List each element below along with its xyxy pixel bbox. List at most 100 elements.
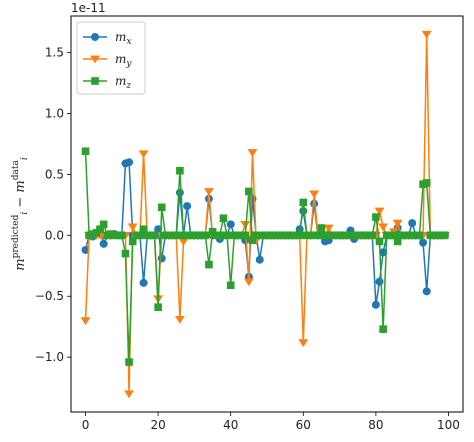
data-point bbox=[421, 30, 432, 39]
data-point bbox=[121, 249, 130, 258]
data-point bbox=[379, 325, 387, 333]
y-axis-label-sup1: predicted bbox=[11, 214, 21, 258]
legend-label-sub: y bbox=[125, 59, 132, 69]
data-point bbox=[150, 231, 159, 240]
data-point bbox=[154, 303, 162, 312]
legend-item: my bbox=[83, 52, 132, 69]
data-point bbox=[323, 224, 334, 233]
y-axis-label-sub2: i bbox=[20, 157, 30, 160]
y-axis-label-minus: − bbox=[13, 193, 28, 212]
legend-label-base: m bbox=[115, 52, 126, 66]
data-point bbox=[299, 198, 308, 207]
legend-box bbox=[76, 21, 146, 95]
data-point bbox=[241, 231, 250, 240]
legend-label-sub: z bbox=[125, 81, 131, 91]
legend-label-base: m bbox=[115, 74, 126, 88]
data-point bbox=[216, 231, 224, 240]
data-point bbox=[372, 213, 380, 221]
y-axis-label-base: m bbox=[13, 258, 28, 270]
legend-swatch-marker bbox=[91, 33, 100, 42]
y-tick-label: 0.0 bbox=[45, 228, 64, 242]
y-tick-label: 0.5 bbox=[45, 167, 64, 181]
data-point bbox=[139, 278, 148, 287]
data-point bbox=[374, 207, 385, 216]
data-point bbox=[375, 237, 384, 246]
legend-label-sub: x bbox=[126, 37, 131, 47]
data-point bbox=[245, 187, 253, 196]
data-point bbox=[118, 231, 126, 240]
data-point bbox=[204, 188, 214, 196]
series-m-z bbox=[81, 147, 449, 366]
data-point bbox=[226, 220, 235, 229]
legend-label: mx bbox=[115, 30, 131, 47]
y-tick-label: −0.5 bbox=[35, 289, 64, 303]
y-axis-label-sup2: data bbox=[11, 160, 21, 181]
data-point bbox=[314, 231, 322, 240]
data-point bbox=[415, 231, 424, 240]
data-point bbox=[419, 238, 428, 247]
legend-swatch-marker bbox=[90, 55, 100, 64]
data-point bbox=[368, 231, 377, 240]
data-point bbox=[138, 150, 149, 159]
x-tick-label: 0 bbox=[82, 418, 90, 432]
y-axis-label-base-2: m bbox=[13, 180, 28, 192]
x-tick-label: 20 bbox=[150, 418, 165, 432]
data-point bbox=[127, 223, 138, 232]
data-point bbox=[174, 316, 185, 324]
data-point bbox=[441, 231, 449, 240]
data-point bbox=[240, 221, 251, 229]
data-point bbox=[392, 219, 403, 228]
data-point bbox=[422, 287, 431, 296]
legend-label: my bbox=[115, 52, 132, 69]
y-scale-offset: 1e-11 bbox=[71, 1, 106, 15]
y-tick-label: 1.5 bbox=[45, 46, 64, 60]
data-point bbox=[255, 255, 264, 264]
data-point bbox=[183, 202, 192, 211]
data-point bbox=[176, 166, 184, 175]
data-point bbox=[80, 317, 91, 326]
y-tick-label: 1.0 bbox=[45, 106, 64, 120]
x-tick-label: 60 bbox=[296, 418, 311, 432]
x-axis: 0 20 40 60 80 100 bbox=[82, 412, 460, 432]
data-point bbox=[309, 190, 320, 199]
data-point bbox=[223, 231, 231, 240]
series-line-m-z bbox=[84, 151, 445, 363]
data-point bbox=[295, 231, 304, 240]
data-point bbox=[298, 339, 309, 348]
x-tick-label: 80 bbox=[368, 418, 383, 432]
legend-item: mz bbox=[83, 74, 131, 91]
data-point bbox=[371, 300, 380, 309]
y-tick-label: −1.0 bbox=[35, 350, 64, 364]
data-point bbox=[378, 223, 389, 232]
y-axis-label: mpredictedi − mdatai bbox=[11, 157, 30, 271]
data-point bbox=[124, 390, 134, 399]
data-point bbox=[375, 277, 384, 286]
data-point bbox=[125, 158, 134, 167]
data-point bbox=[99, 239, 108, 248]
data-point bbox=[243, 278, 254, 287]
x-tick-label: 40 bbox=[223, 418, 238, 432]
data-point bbox=[201, 231, 210, 240]
data-point bbox=[219, 214, 228, 223]
legend-label-base: m bbox=[115, 30, 126, 44]
data-point bbox=[178, 238, 189, 246]
data-point bbox=[205, 260, 213, 269]
plot-area bbox=[80, 30, 450, 399]
data-point bbox=[99, 220, 108, 229]
data-point bbox=[125, 358, 133, 366]
data-point bbox=[81, 147, 90, 156]
legend-item: mx bbox=[83, 30, 131, 47]
legend-label: mz bbox=[115, 74, 131, 91]
x-tick-label: 100 bbox=[437, 418, 460, 432]
data-point bbox=[247, 149, 258, 158]
legend-swatch-marker bbox=[91, 77, 99, 85]
data-point bbox=[157, 203, 166, 212]
y-axis-label-sub1: i bbox=[20, 212, 30, 215]
data-point bbox=[175, 188, 184, 197]
data-point bbox=[408, 219, 417, 228]
data-point bbox=[226, 281, 235, 290]
data-point bbox=[317, 224, 326, 232]
data-point bbox=[172, 231, 181, 240]
